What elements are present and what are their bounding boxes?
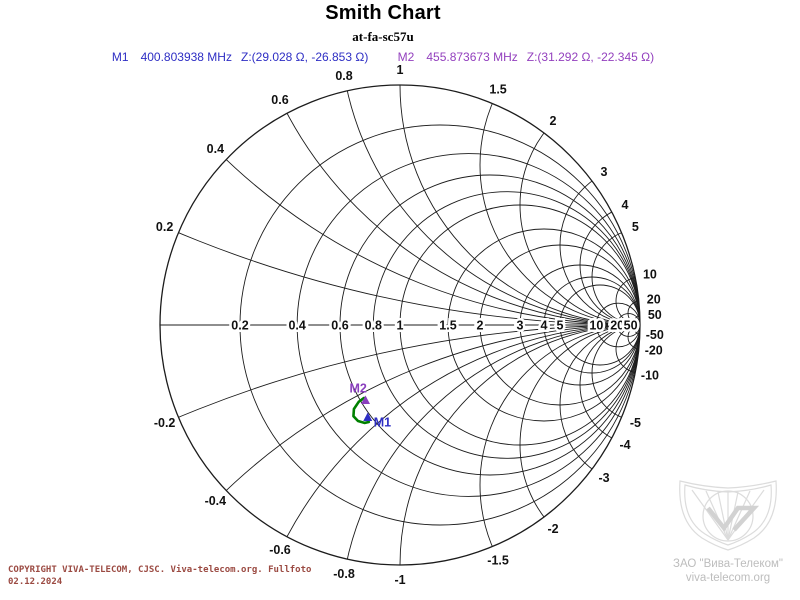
grid-labels: 0.2 0.4 0.6 0.8 1 1.5 2 3 4 5 10 20 500.2-0.20.4-0.4… [154,63,664,587]
marker-id: M2 [397,50,415,64]
reactance-arc [627,300,640,326]
reactance-arc [479,85,640,326]
resistance-axis-label: 50 [624,319,638,333]
resistance-axis-label: 0.6 [331,319,348,333]
reactance-label: 2 [550,114,557,128]
reactance-arc [579,324,640,446]
resistance-axis-label: 0.8 [365,319,382,333]
resistance-axis-label: 20 [610,319,624,333]
page-title: Smith Chart [325,2,441,24]
reactance-label: 20 [647,293,661,307]
reactance-label: -4 [619,438,630,452]
reactance-arc [615,276,640,326]
logo-website: viva-telecom.org [685,572,771,584]
reactance-arc [579,204,640,326]
resistance-axis-label: 1 [397,319,404,333]
reactance-label: 1.5 [489,83,506,97]
reactance-label: -50 [646,328,664,342]
vendor-logo: ЗАО "Вива-Телеком" viva-telecom.org [666,464,790,585]
resistance-axis-label: 4 [541,319,548,333]
reactance-label: 0.8 [335,69,352,83]
resistance-axis-label: 1.5 [439,319,456,333]
vt-monogram [706,505,760,532]
reactance-label: 5 [632,220,639,234]
measurement-trace [352,396,371,425]
reactance-label: -0.8 [333,567,355,581]
reactance-arc [634,324,640,336]
reactance-label: -20 [645,343,663,357]
shield-watermark-icon [679,480,777,551]
marker-frequency: 400.803938 MHz [140,50,232,64]
reactance-label: -0.4 [205,494,227,508]
reactance-arc [519,324,640,565]
copyright-line2: 02.12.2024 [8,577,63,587]
resistance-axis-label: 0.2 [231,319,248,333]
marker-m2[interactable] [361,395,371,404]
reactance-arc [615,324,640,374]
reactance-label: -1.5 [487,553,509,567]
resistance-axis-label: 3 [517,319,524,333]
marker-label-m1: M1 [374,416,391,430]
marker-m1[interactable] [363,412,373,422]
marker-impedance: Z:(31.292 Ω, -22.345 Ω) [526,50,655,64]
reactance-label: 50 [648,308,662,322]
reactance-label: 0.4 [207,142,224,156]
copyright-line1: COPYRIGHT VIVA-TELECOM, CJSC. Viva-telec… [8,565,312,575]
reactance-arc [339,85,640,326]
reactance-label: -0.2 [154,416,176,430]
reactance-arc [559,164,640,326]
resistance-axis-label: 2 [477,319,484,333]
reactance-label: -0.6 [269,543,291,557]
marker-impedance: Z:(29.028 Ω, -26.853 Ω) [240,50,369,64]
reactance-label: -1 [394,573,405,587]
resistance-axis-label: 5 [557,319,564,333]
chart-header: Smith Chart at-fa-sc57u M1 400.803938 MHz… [0,2,766,64]
reactance-label: -3 [598,471,609,485]
reactance-label: 1 [397,63,404,77]
reactance-arc [591,324,640,422]
reactance-arc [559,324,640,486]
reactance-label: -10 [641,368,659,382]
resistance-axis-label: 10 [589,319,603,333]
reactance-arc [160,85,640,326]
reactance-arc [519,85,640,326]
reactance-arc [634,314,640,326]
marker-readouts: M1 400.803938 MHz Z:(29.028 Ω, -26.853 Ω) … [0,50,766,64]
marker-label-m2: M2 [350,381,367,395]
reactance-arc [591,228,640,326]
reactance-arc [399,85,640,326]
copyright-notice: COPYRIGHT VIVA-TELECOM, CJSC. Viva-telec… [8,564,311,588]
reactance-label: 0.2 [156,220,173,234]
reactance-arc [479,324,640,565]
marker-readout-m1: M1 400.803938 MHz Z:(29.028 Ω, -26.853 Ω) [112,50,368,64]
reactance-label: -2 [547,522,558,536]
reactance-label: 4 [622,198,629,212]
resistance-axis-label: 0.4 [288,319,305,333]
reactance-arc [627,324,640,350]
reactance-label: -5 [630,416,641,430]
logo-company-name: ЗАО "Вива-Телеком" [673,558,783,570]
marker-readout-m2: M2 455.873673 MHz Z:(31.292 Ω, -22.345 Ω) [398,50,654,64]
marker-id: M1 [111,50,129,64]
reactance-label: 3 [601,165,608,179]
marker-frequency: 455.873673 MHz [426,50,518,64]
reactance-label: 0.6 [271,93,288,107]
chart-subtitle: at-fa-sc57u [352,29,414,44]
reactance-arc [160,85,640,326]
reactance-label: 10 [643,268,657,282]
